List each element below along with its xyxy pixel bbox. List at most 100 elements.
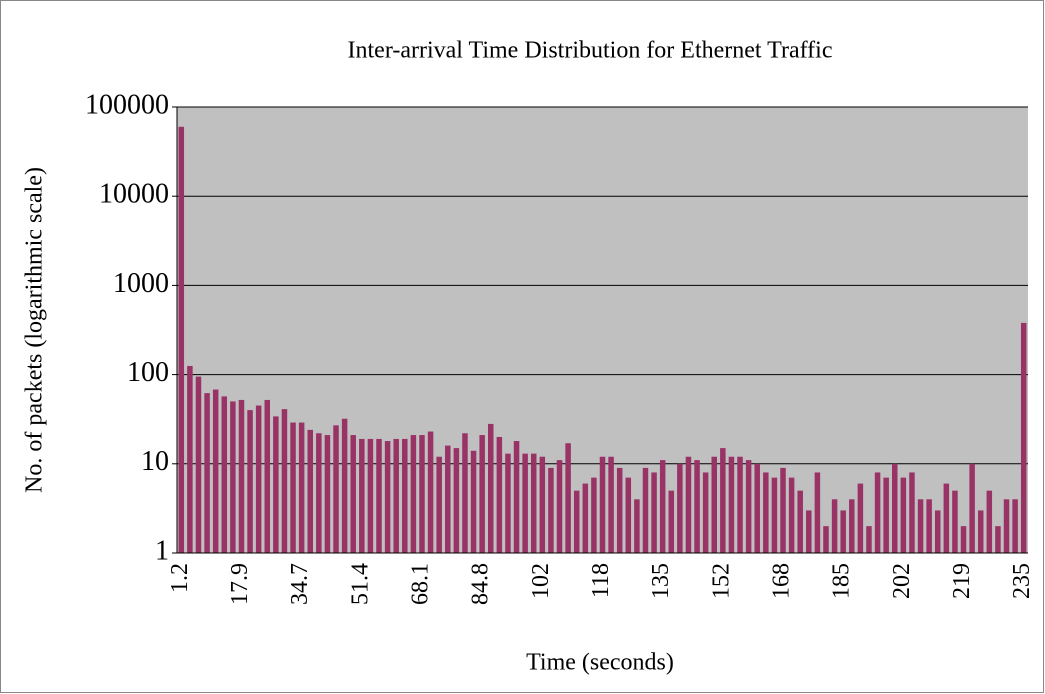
bar <box>737 456 743 553</box>
bar <box>204 393 210 553</box>
bar <box>831 499 838 553</box>
bar <box>634 499 640 553</box>
bar <box>814 472 821 553</box>
bar <box>573 490 580 553</box>
bar <box>728 456 735 553</box>
bar <box>943 483 950 553</box>
bar <box>384 441 391 553</box>
bar <box>556 460 563 553</box>
bar <box>582 483 589 553</box>
bar <box>866 526 872 553</box>
bar <box>995 526 1001 553</box>
bar <box>453 448 460 553</box>
bar <box>986 490 993 553</box>
bar <box>720 448 726 553</box>
chart-title: Inter-arrival Time Distribution for Ethe… <box>348 38 833 64</box>
bar <box>341 418 348 553</box>
bar <box>788 477 795 553</box>
bar <box>470 450 477 553</box>
bar <box>255 405 262 553</box>
bar <box>780 467 786 553</box>
bar <box>393 438 399 553</box>
x-tick-label: 68.1 <box>407 563 433 605</box>
bar <box>436 456 442 553</box>
bar <box>668 490 675 553</box>
bar <box>281 409 288 553</box>
bar <box>539 456 546 553</box>
bar <box>238 399 245 553</box>
bar <box>195 376 202 553</box>
bar <box>952 490 958 553</box>
bar <box>926 499 932 553</box>
bar <box>977 510 984 553</box>
y-tick-label: 1000 <box>113 268 169 299</box>
bar <box>711 456 717 553</box>
x-tick-label: 185 <box>829 563 855 599</box>
bar <box>479 435 485 553</box>
bar <box>410 435 417 553</box>
x-tick-label: 168 <box>769 563 795 599</box>
x-tick-label: 135 <box>648 563 674 599</box>
bar <box>892 463 898 553</box>
bar <box>565 443 571 553</box>
y-tick-label: 100 <box>127 357 169 388</box>
bar <box>934 510 941 553</box>
bar <box>187 365 193 553</box>
bar <box>376 438 382 553</box>
bar <box>797 490 803 553</box>
bar <box>883 477 889 553</box>
bar <box>488 423 494 553</box>
bar <box>685 456 692 553</box>
bar <box>840 510 846 553</box>
bar <box>548 467 554 553</box>
bar <box>522 453 528 553</box>
y-tick-label: 1 <box>155 535 169 566</box>
x-tick-label: 219 <box>949 563 975 599</box>
bar <box>591 477 597 553</box>
bar <box>754 463 760 553</box>
bar <box>513 441 520 553</box>
x-tick-label: 118 <box>588 563 614 598</box>
bar <box>350 435 356 553</box>
x-tick-label: 102 <box>528 563 554 599</box>
bar <box>625 477 632 553</box>
bar <box>307 429 313 553</box>
x-tick-label: 235 <box>1009 563 1035 599</box>
bar <box>462 433 468 553</box>
bar <box>969 463 975 553</box>
bar <box>264 399 271 553</box>
bar <box>290 422 296 553</box>
x-tick-label: 202 <box>889 563 915 599</box>
bar <box>402 438 408 553</box>
bar <box>659 460 666 553</box>
bar <box>212 389 219 553</box>
y-tick-label: 10000 <box>99 179 169 210</box>
bar <box>745 460 752 553</box>
bar <box>1012 499 1018 553</box>
bar <box>677 463 683 553</box>
bar <box>324 435 331 553</box>
bar <box>333 425 339 553</box>
y-tick-label: 100000 <box>85 89 169 120</box>
bar <box>702 472 709 553</box>
bar <box>445 445 451 553</box>
x-tick-label: 84.8 <box>468 563 494 605</box>
bar <box>909 472 915 553</box>
bar <box>221 396 228 553</box>
bar <box>874 472 881 553</box>
bar <box>917 499 924 553</box>
bar <box>608 456 614 553</box>
bar <box>178 126 185 553</box>
bar <box>427 431 434 553</box>
bar <box>616 467 623 553</box>
bar <box>419 435 425 553</box>
bar <box>900 477 907 553</box>
bar <box>1003 499 1010 553</box>
bar <box>806 510 812 553</box>
bar <box>316 433 322 553</box>
y-tick-label: 10 <box>141 446 169 477</box>
bar <box>771 477 778 553</box>
bar <box>530 453 537 553</box>
bar <box>230 401 236 553</box>
bar <box>298 422 305 553</box>
